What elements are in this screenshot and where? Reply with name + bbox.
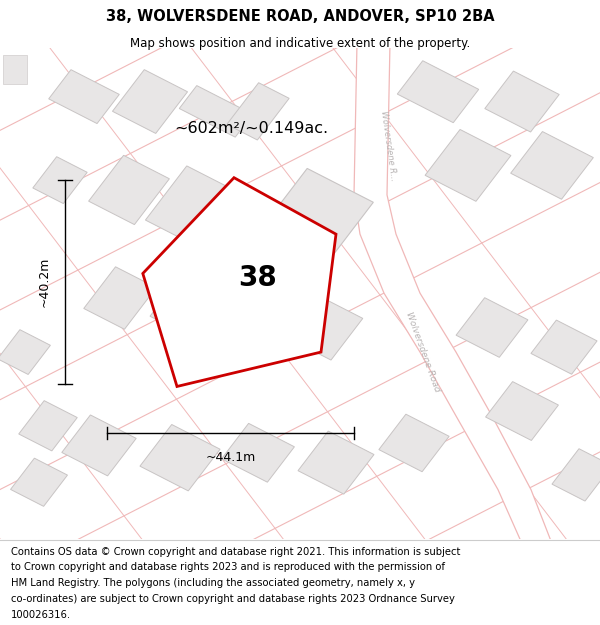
Text: co-ordinates) are subject to Crown copyright and database rights 2023 Ordnance S: co-ordinates) are subject to Crown copyr… [11, 594, 455, 604]
Polygon shape [112, 69, 188, 133]
Text: 38, WOLVERSDENE ROAD, ANDOVER, SP10 2BA: 38, WOLVERSDENE ROAD, ANDOVER, SP10 2BA [106, 9, 494, 24]
Polygon shape [49, 69, 119, 124]
Text: Wolversdene R...: Wolversdene R... [379, 110, 398, 181]
Polygon shape [0, 329, 50, 374]
Polygon shape [33, 157, 87, 204]
Polygon shape [485, 382, 559, 441]
Polygon shape [263, 169, 373, 261]
Polygon shape [179, 86, 253, 137]
Text: Contains OS data © Crown copyright and database right 2021. This information is : Contains OS data © Crown copyright and d… [11, 546, 460, 556]
Polygon shape [19, 401, 77, 451]
Polygon shape [221, 423, 295, 483]
Polygon shape [354, 42, 552, 544]
Polygon shape [511, 131, 593, 199]
Polygon shape [232, 291, 302, 349]
Polygon shape [552, 449, 600, 501]
Polygon shape [3, 55, 27, 84]
Polygon shape [218, 187, 286, 247]
Polygon shape [425, 129, 511, 201]
Text: 38: 38 [239, 264, 277, 292]
Polygon shape [11, 458, 67, 506]
Polygon shape [150, 266, 234, 339]
Polygon shape [89, 156, 169, 224]
Polygon shape [140, 424, 220, 491]
Polygon shape [456, 298, 528, 358]
Polygon shape [145, 166, 233, 244]
Text: ~40.2m: ~40.2m [37, 257, 50, 308]
Polygon shape [397, 61, 479, 122]
Polygon shape [531, 320, 597, 374]
Polygon shape [227, 82, 289, 140]
Polygon shape [485, 71, 559, 132]
Text: 100026316.: 100026316. [11, 609, 71, 619]
Polygon shape [298, 431, 374, 494]
Polygon shape [379, 414, 449, 472]
Polygon shape [143, 177, 336, 386]
Text: Wolversdene Road: Wolversdene Road [404, 311, 442, 393]
Text: ~44.1m: ~44.1m [205, 451, 256, 464]
Polygon shape [62, 415, 136, 476]
Polygon shape [285, 295, 363, 360]
Text: Map shows position and indicative extent of the property.: Map shows position and indicative extent… [130, 37, 470, 50]
Text: ~602m²/~0.149ac.: ~602m²/~0.149ac. [174, 121, 328, 136]
Text: to Crown copyright and database rights 2023 and is reproduced with the permissio: to Crown copyright and database rights 2… [11, 562, 445, 572]
Text: HM Land Registry. The polygons (including the associated geometry, namely x, y: HM Land Registry. The polygons (includin… [11, 578, 415, 588]
Polygon shape [84, 267, 156, 329]
